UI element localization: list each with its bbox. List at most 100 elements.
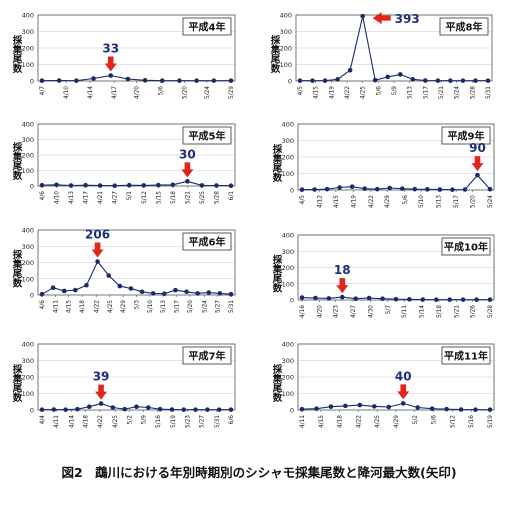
data-point — [39, 291, 45, 297]
series-line — [41, 75, 231, 82]
x-tick-label: 4/16 — [300, 305, 306, 318]
x-tick-label: 4/22 — [356, 415, 362, 428]
data-point — [410, 77, 416, 82]
x-tick-label: 4/20 — [317, 305, 323, 318]
x-tick-label: 4/15 — [67, 300, 73, 313]
data-point — [487, 407, 493, 412]
data-point — [400, 401, 406, 406]
data-point — [97, 183, 103, 188]
title-box — [441, 346, 491, 365]
x-tick-label: 5/27 — [199, 415, 205, 428]
data-point — [326, 296, 332, 301]
data-point — [51, 407, 57, 412]
x-tick-label: 5/17 — [423, 86, 429, 99]
x-tick-label: 4/18 — [338, 415, 344, 428]
x-tick-label: 5/21 — [454, 305, 460, 318]
y-tick-label: 400 — [282, 341, 294, 349]
x-tick-label: 5/31 — [229, 300, 235, 313]
data-point — [380, 296, 385, 302]
max-value-label: 206 — [85, 228, 110, 242]
data-point — [126, 182, 132, 188]
title-box — [182, 126, 232, 145]
x-tick-label: 5/23 — [185, 415, 191, 428]
data-point — [177, 78, 182, 83]
x-tick-label: 4/11 — [53, 300, 59, 313]
x-tick-label: 5/18 — [171, 191, 177, 204]
chart-panel-8: 採集尾数 0 100 200 300 400 4/11 4/15 4/18 4/22 4/25 4/2… — [271, 341, 495, 428]
x-tick-label: 5/18 — [437, 305, 443, 318]
x-tick-label: 5/20 — [470, 195, 476, 208]
data-point — [343, 403, 348, 409]
x-tick-label: 5/24 — [488, 195, 494, 208]
x-tick-label: 5/2 — [413, 415, 419, 425]
title-box — [441, 126, 491, 145]
x-tick-label: 4/22 — [98, 415, 104, 428]
x-tick-label: 5/13 — [161, 300, 167, 313]
data-point — [214, 183, 219, 188]
x-tick-label: 4/14 — [88, 86, 94, 99]
max-value-label: 30 — [179, 147, 196, 161]
data-point — [462, 187, 468, 192]
y-axis-label: 採集尾数 — [271, 143, 284, 183]
x-tick-label: 5/31 — [486, 86, 492, 99]
max-arrow — [336, 278, 349, 294]
x-tick-label: 5/15 — [156, 191, 162, 204]
x-tick-label: 5/24 — [455, 86, 461, 99]
data-point — [337, 185, 342, 190]
data-point — [433, 297, 439, 302]
x-tick-label: 5/2 — [127, 415, 133, 425]
x-tick-label: 5/13 — [408, 86, 414, 99]
data-point — [193, 407, 198, 412]
y-axis-label: 採集尾数 — [11, 141, 24, 181]
x-tick-label: 4/21 — [98, 191, 104, 204]
x-tick-label: 4/25 — [113, 415, 119, 428]
x-tick-label: 4/15 — [334, 195, 340, 208]
data-point — [206, 290, 212, 295]
data-point — [39, 407, 45, 412]
y-axis-label: 採集尾数 — [11, 249, 24, 289]
data-point — [313, 295, 318, 301]
plot-area — [297, 123, 495, 191]
data-point — [156, 182, 161, 188]
x-tick-label: 5/1 — [127, 191, 133, 201]
data-point — [407, 297, 412, 302]
x-tick-label: 5/13 — [437, 195, 443, 208]
x-tick-label: 4/17 — [84, 191, 90, 204]
data-point — [56, 78, 62, 83]
data-point — [84, 282, 89, 288]
panel-title: 平成6年 — [182, 232, 232, 251]
y-tick-label: 400 — [282, 232, 294, 240]
data-point — [448, 78, 453, 83]
data-point — [339, 294, 345, 300]
data-point — [429, 406, 435, 411]
data-point — [473, 407, 478, 412]
x-tick-label: 5/16 — [156, 415, 162, 428]
y-tick-label: 100 — [282, 390, 294, 398]
y-tick-label: 100 — [22, 390, 34, 398]
data-point — [74, 78, 79, 83]
y-tick-label: 300 — [22, 136, 34, 144]
data-point — [228, 407, 234, 412]
series-line — [300, 16, 488, 82]
data-point — [322, 78, 328, 83]
y-tick-label: 300 — [22, 357, 34, 365]
y-tick-label: 100 — [282, 170, 294, 178]
data-point — [181, 407, 187, 412]
data-point — [142, 78, 148, 83]
data-point — [299, 295, 305, 300]
data-point — [98, 401, 104, 406]
data-point — [170, 182, 176, 188]
y-tick-label: 0 — [30, 407, 34, 415]
data-point — [386, 404, 392, 410]
title-box — [182, 346, 232, 365]
data-point — [362, 186, 367, 191]
x-tick-label: 5/12 — [450, 415, 456, 428]
series-line — [41, 260, 232, 295]
chart-panel-2: 採集尾数 0 100 200 300 400 4/5 4/15 4/19 4/22 4/25 5/6 5… — [269, 12, 493, 99]
data-point — [366, 295, 372, 301]
data-point — [122, 406, 127, 412]
y-tick-label: 100 — [22, 61, 34, 69]
x-tick-label: 5/9 — [392, 86, 398, 96]
data-point — [475, 172, 480, 178]
y-tick-label: 400 — [280, 12, 292, 20]
